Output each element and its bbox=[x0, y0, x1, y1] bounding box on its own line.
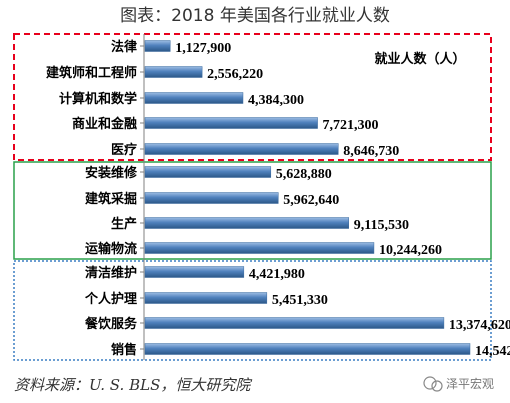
category-label: 个人护理 bbox=[84, 291, 137, 307]
bar-13 bbox=[144, 343, 471, 355]
bar-3 bbox=[144, 92, 244, 104]
value-label: 13,374,620 bbox=[449, 318, 510, 333]
category-label: 运输物流 bbox=[85, 241, 137, 257]
category-label: 计算机和数学 bbox=[59, 91, 137, 107]
legend-label: 就业人数（人） bbox=[374, 51, 465, 67]
bars bbox=[140, 40, 471, 355]
bar-7 bbox=[144, 192, 279, 204]
chart-title: 图表：2018 年美国各行业就业人数 bbox=[120, 6, 390, 26]
category-labels: 法律建筑师和工程师计算机和数学商业和金融医疗安装维修建筑采掘生产运输物流清洁维护… bbox=[46, 39, 138, 358]
value-label: 4,384,300 bbox=[248, 93, 304, 108]
category-label: 商业和金融 bbox=[72, 116, 137, 132]
category-label: 建筑采掘 bbox=[85, 191, 137, 207]
value-label: 5,628,880 bbox=[276, 167, 332, 182]
value-label: 9,115,530 bbox=[354, 218, 409, 233]
wechat-icon bbox=[423, 376, 437, 390]
category-label: 清洁维护 bbox=[85, 265, 137, 281]
category-label: 安装维修 bbox=[85, 165, 138, 181]
wechat-icon-inner bbox=[431, 380, 443, 392]
value-label: 2,556,220 bbox=[207, 67, 263, 82]
watermark: 泽平宏观 bbox=[423, 376, 494, 392]
category-label: 医疗 bbox=[111, 142, 137, 158]
value-labels: 1,127,900 2,556,220 4,384,300 7,721,300 8,64… bbox=[175, 41, 510, 359]
bar-4 bbox=[144, 117, 318, 129]
value-label: 10,244,260 bbox=[379, 243, 442, 258]
category-label: 销售 bbox=[111, 342, 137, 358]
category-label: 建筑师和工程师 bbox=[46, 65, 137, 81]
value-label: 5,451,330 bbox=[272, 293, 328, 308]
value-label: 1,127,900 bbox=[175, 41, 231, 56]
value-label: 5,962,640 bbox=[283, 193, 339, 208]
category-label: 生产 bbox=[111, 216, 137, 232]
bar-2 bbox=[144, 66, 203, 78]
bar-6 bbox=[144, 166, 272, 178]
value-label: 14,542,290 bbox=[475, 344, 510, 359]
value-label: 4,421,980 bbox=[249, 267, 305, 282]
bar-11 bbox=[144, 292, 268, 304]
category-label: 餐饮服务 bbox=[84, 316, 138, 332]
group-frame-2 bbox=[13, 161, 492, 260]
group-frame-1 bbox=[13, 33, 492, 161]
group-frames bbox=[13, 33, 492, 361]
value-label: 7,721,300 bbox=[323, 118, 379, 133]
bar-8 bbox=[144, 217, 349, 229]
value-label: 8,646,730 bbox=[343, 144, 399, 159]
bar-9 bbox=[144, 242, 375, 254]
source-note: 资料来源：U. S. BLS，恒大研究院 bbox=[14, 376, 252, 394]
category-label: 法律 bbox=[111, 39, 137, 55]
bar-10 bbox=[144, 266, 245, 278]
bar-5 bbox=[144, 143, 339, 155]
watermark-text: 泽平宏观 bbox=[446, 376, 494, 391]
bar-12 bbox=[144, 317, 445, 329]
bar-1 bbox=[144, 40, 171, 52]
